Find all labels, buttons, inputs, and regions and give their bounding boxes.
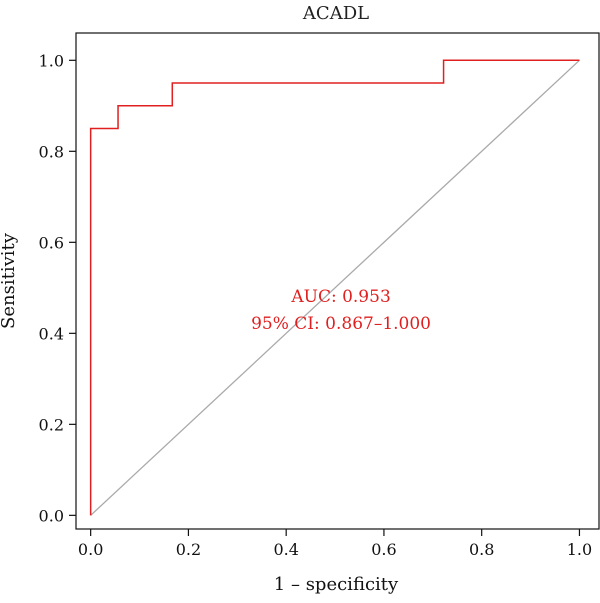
y-tick-label: 0.0 [39,506,64,525]
plot-frame [75,32,600,530]
reference-diagonal-line [90,59,580,516]
y-tick-label: 0.4 [39,324,64,343]
chart-title: ACADL [302,3,369,24]
x-tick-label: 0.4 [273,540,298,559]
y-tick-label: 0.2 [39,415,64,434]
x-tick-label: 0.0 [78,540,103,559]
x-axis: 0.0 0.2 0.4 0.6 0.8 1.0 [78,529,592,559]
y-axis-label: Sensitivity [0,232,19,329]
y-tick-label: 0.8 [39,142,64,161]
x-axis-label: 1 – specificity [274,574,399,595]
y-axis: 0.0 0.2 0.4 0.6 0.8 1.0 [39,51,76,525]
x-tick-label: 0.2 [176,540,201,559]
auc-annotation: AUC: 0.953 [290,287,390,307]
roc-curve [89,59,580,516]
x-tick-label: 0.6 [371,540,396,559]
x-tick-label: 1.0 [567,540,592,559]
series-layer [89,59,580,516]
y-tick-label: 1.0 [39,51,64,70]
y-tick-label: 0.6 [39,233,64,252]
x-tick-label: 0.8 [469,540,494,559]
annotation-layer: AUC: 0.953 95% CI: 0.867–1.000 [251,287,431,334]
ci-annotation: 95% CI: 0.867–1.000 [251,314,431,334]
